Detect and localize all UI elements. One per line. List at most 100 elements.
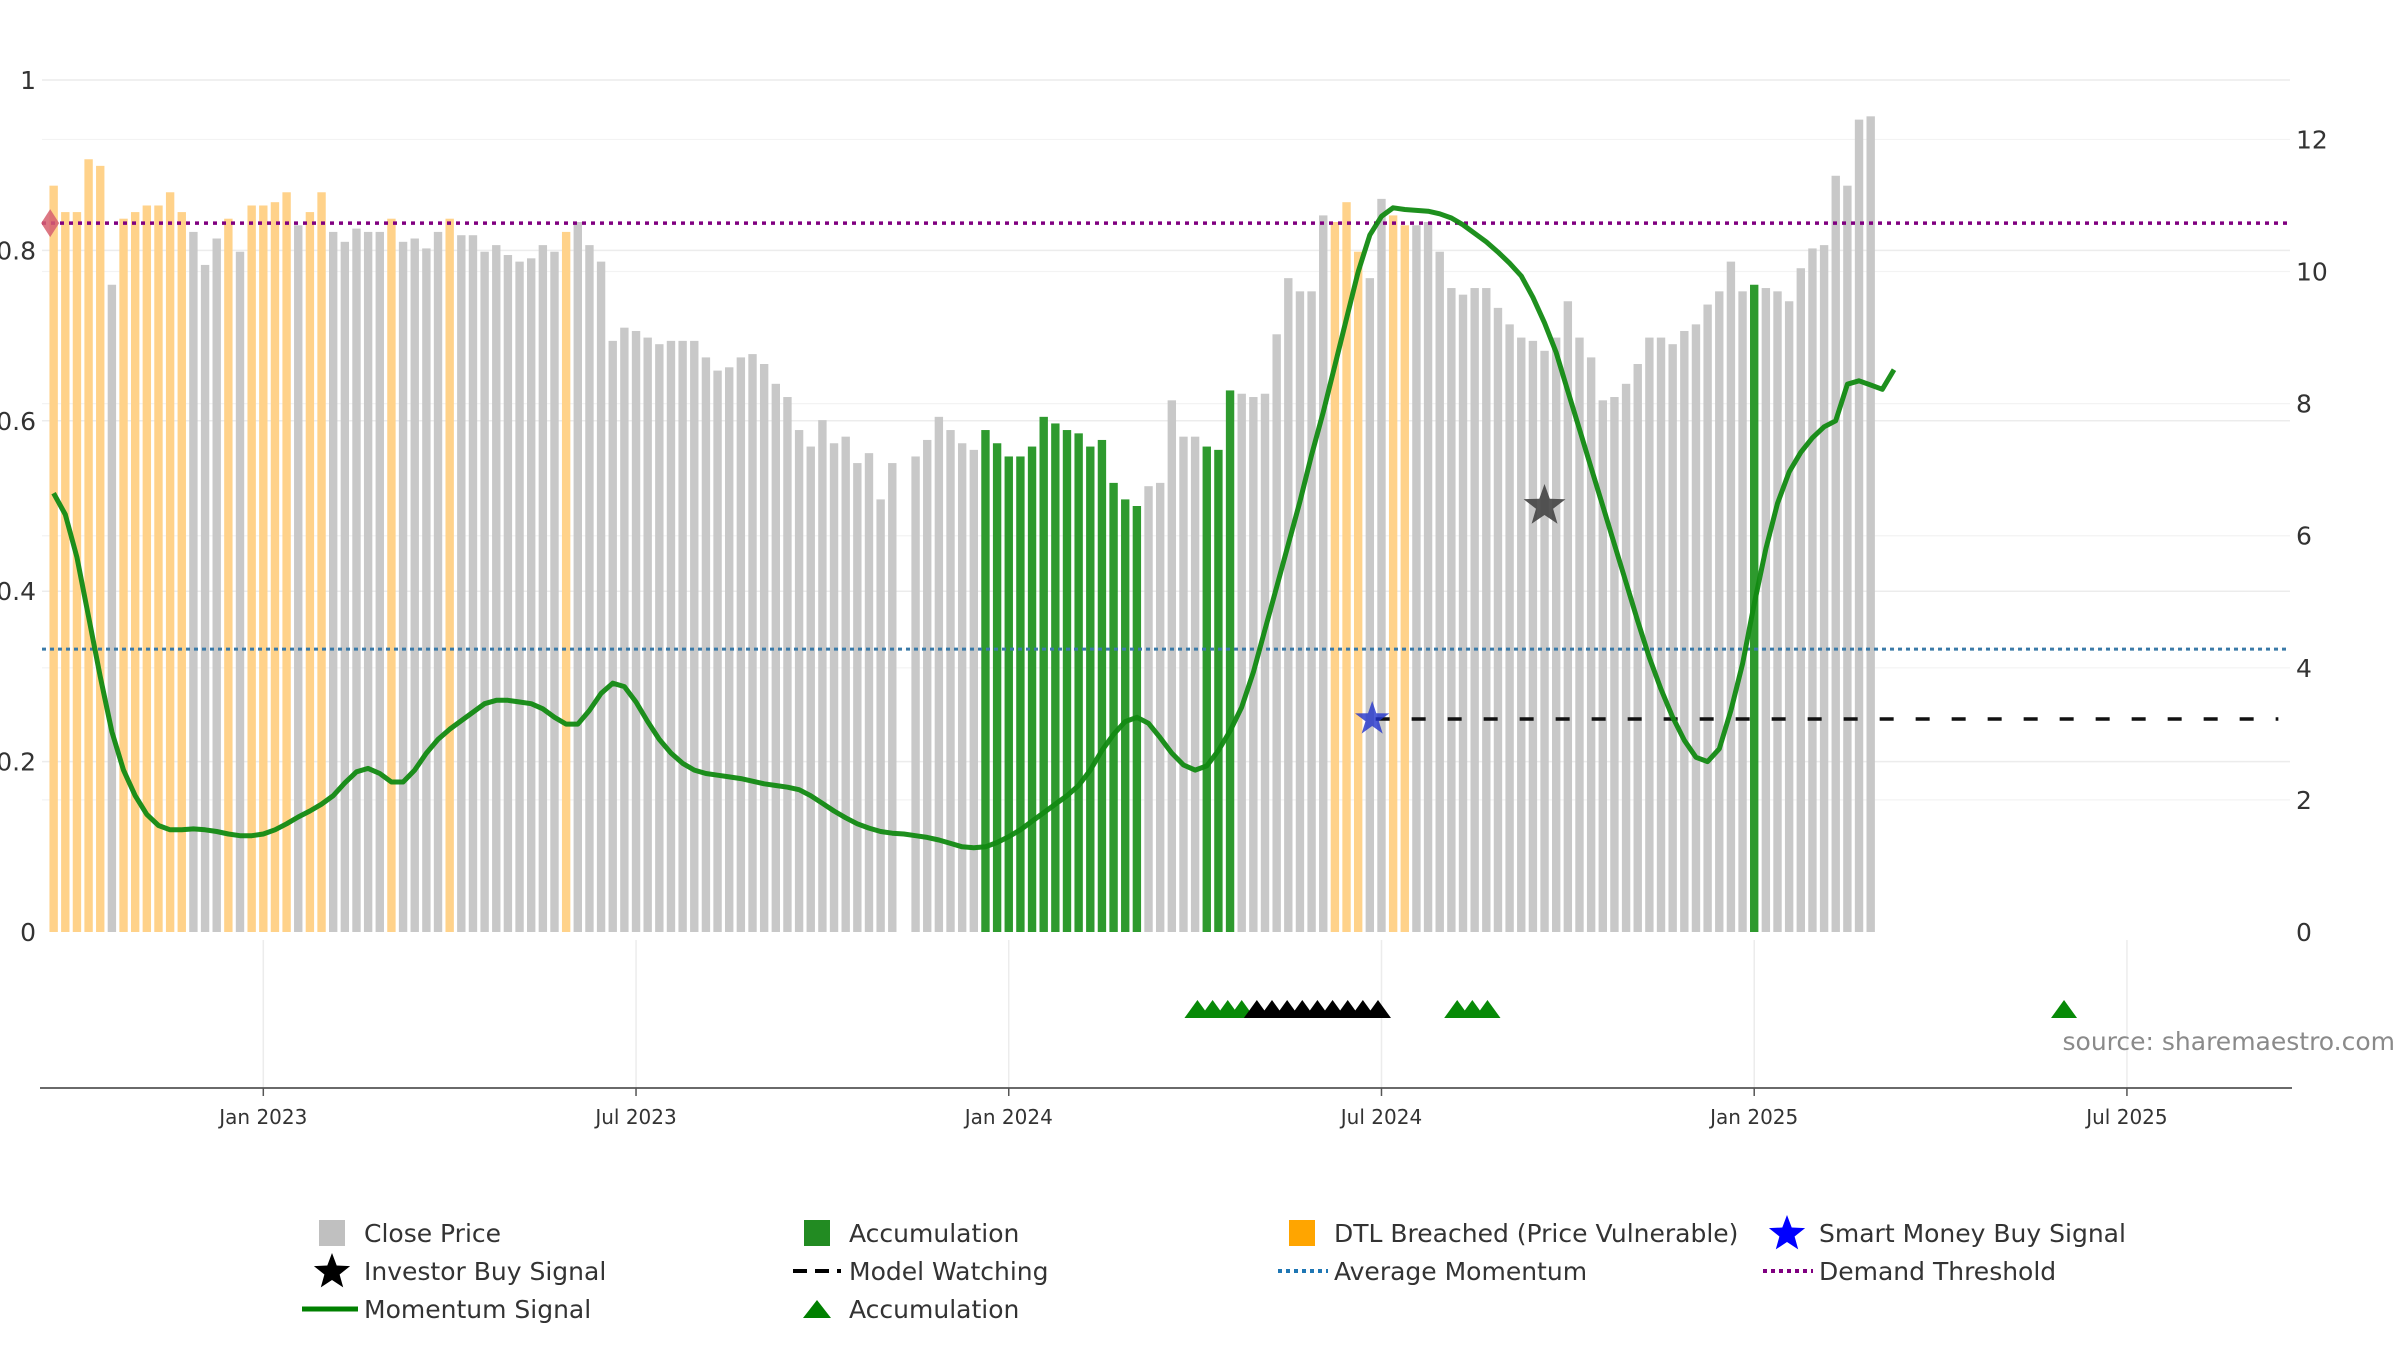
bar-27 <box>363 231 373 932</box>
bar-30 <box>398 241 408 932</box>
signal-markers <box>41 209 1566 734</box>
bar-126 <box>1517 337 1526 932</box>
bar-142 <box>1703 304 1712 933</box>
bar-70 <box>864 453 874 932</box>
legend-square-icon <box>804 1220 830 1246</box>
bar-96 <box>1167 400 1177 933</box>
bar-40 <box>515 261 524 932</box>
legend-item: Smart Money Buy Signal <box>1755 1214 2126 1252</box>
left-tick-label-5: 1 <box>20 66 36 95</box>
legend-label: Investor Buy Signal <box>364 1256 607 1286</box>
bar-42 <box>538 245 548 932</box>
bar-135 <box>1621 383 1631 932</box>
bar-102 <box>1237 393 1246 932</box>
bar-50 <box>631 330 641 932</box>
bar-35 <box>457 235 466 933</box>
bar-125 <box>1505 324 1514 933</box>
right-tick-label-6: 12 <box>2296 125 2328 154</box>
legend-item: Model Watching <box>785 1252 1049 1290</box>
legend-item: Demand Threshold <box>1755 1252 2056 1290</box>
bar-151 <box>1808 248 1817 933</box>
bar-10 <box>165 192 175 933</box>
bar-122 <box>1470 288 1479 932</box>
bar-15 <box>224 218 233 932</box>
bar-120 <box>1447 288 1456 932</box>
bar-149 <box>1784 301 1794 932</box>
legend-star-icon <box>1768 1215 1806 1250</box>
x-tick-label-3: Jul 2024 <box>1339 1105 1422 1129</box>
bar-26 <box>352 228 361 933</box>
bar-111 <box>1342 202 1351 933</box>
bar-85 <box>1039 416 1048 932</box>
left-tick-label-2: 0.4 <box>0 577 36 606</box>
right-tick-label-5: 10 <box>2296 258 2328 287</box>
bar-99 <box>1202 446 1211 932</box>
bar-63 <box>783 397 792 932</box>
bar-37 <box>480 251 489 932</box>
bar-121 <box>1458 294 1468 933</box>
bar-88 <box>1074 433 1083 932</box>
legend-item: Accumulation <box>785 1290 1019 1328</box>
legend-item: Average Momentum <box>1270 1252 1587 1290</box>
bar-118 <box>1423 222 1433 932</box>
bar-7 <box>130 212 140 932</box>
bar-127 <box>1528 340 1538 932</box>
bar-6 <box>119 218 128 932</box>
legend-item: Investor Buy Signal <box>300 1252 606 1290</box>
bar-18 <box>259 205 268 932</box>
legend: Close Price Accumulation DTL Breached (Pri… <box>300 1214 2200 1339</box>
bar-138 <box>1656 337 1666 932</box>
bar-123 <box>1482 288 1491 932</box>
bar-8 <box>142 205 152 932</box>
bar-17 <box>247 205 256 932</box>
legend-dash-icon <box>793 1269 841 1273</box>
bar-47 <box>596 261 606 932</box>
legend-line-icon <box>302 1306 358 1312</box>
legend-dot-icon <box>1763 1269 1813 1273</box>
bar-24 <box>328 231 338 932</box>
bar-67 <box>829 443 839 932</box>
left-tick-label-3: 0.6 <box>0 407 36 436</box>
left-tick-label-4: 0.8 <box>0 236 36 265</box>
bar-147 <box>1761 288 1771 932</box>
bar-89 <box>1086 446 1095 932</box>
bar-20 <box>282 192 291 933</box>
bar-36 <box>468 235 478 933</box>
bar-57 <box>713 370 722 933</box>
bar-65 <box>806 446 815 932</box>
bar-78 <box>957 443 967 932</box>
bar-87 <box>1062 430 1072 932</box>
bar-150 <box>1796 268 1805 932</box>
reference-lines <box>42 221 2290 721</box>
bar-94 <box>1144 486 1153 932</box>
bar-38 <box>492 245 501 932</box>
bar-86 <box>1051 423 1060 932</box>
x-tick-label-0: Jan 2023 <box>217 1105 307 1129</box>
bar-115 <box>1388 215 1398 932</box>
bar-19 <box>270 202 280 933</box>
bar-3 <box>84 159 93 933</box>
bar-43 <box>550 251 559 932</box>
bar-53 <box>666 340 676 932</box>
bar-4 <box>96 165 105 932</box>
bar-107 <box>1295 291 1305 932</box>
bar-134 <box>1610 397 1619 932</box>
bar-56 <box>701 357 711 932</box>
bar-145 <box>1738 291 1747 932</box>
right-tick-label-4: 8 <box>2296 390 2312 419</box>
bar-23 <box>317 192 326 933</box>
left-tick-label-1: 0.2 <box>0 748 36 777</box>
bar-54 <box>678 340 687 932</box>
bar-128 <box>1540 350 1549 932</box>
left-tick-label-0: 0 <box>20 918 36 947</box>
legend-item: Momentum Signal <box>300 1290 591 1328</box>
bar-0 <box>49 185 58 932</box>
bar-14 <box>212 238 221 933</box>
bar-155 <box>1854 119 1864 932</box>
bar-62 <box>771 383 780 932</box>
momentum-signal-line <box>51 205 1897 851</box>
bar-72 <box>888 463 897 932</box>
bar-133 <box>1598 400 1607 933</box>
bar-46 <box>585 245 594 932</box>
